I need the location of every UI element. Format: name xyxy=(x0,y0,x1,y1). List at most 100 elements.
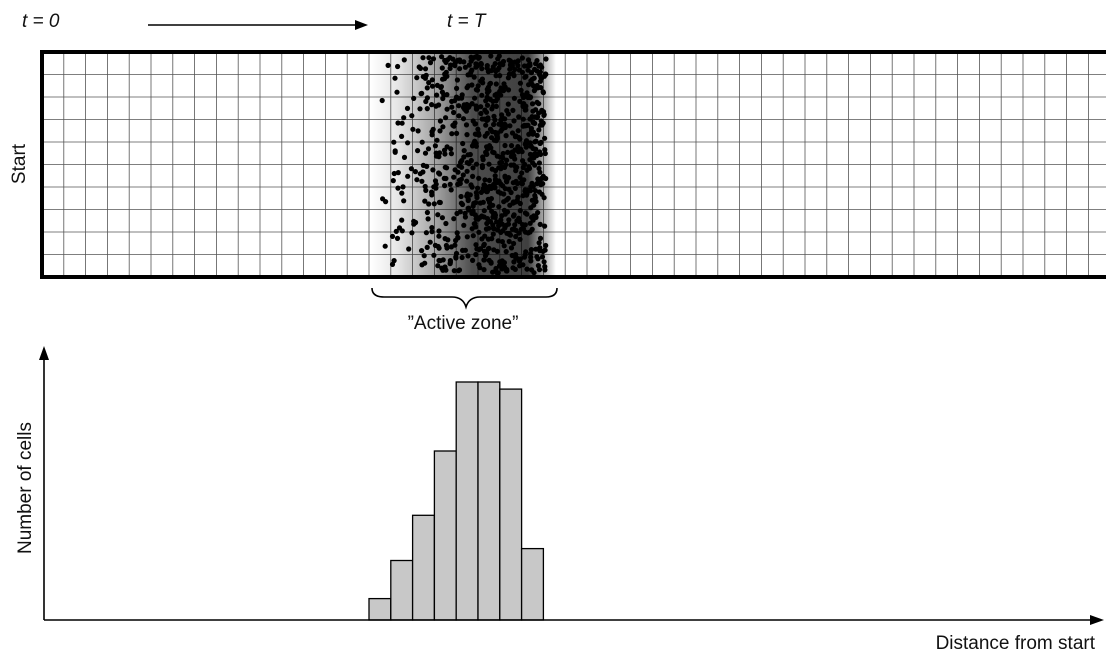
cell-dot xyxy=(525,63,531,69)
cell-dot xyxy=(406,246,412,252)
cell-dot xyxy=(500,116,506,122)
cell-dot xyxy=(486,225,492,231)
cell-dot xyxy=(385,62,391,68)
cell-dot xyxy=(481,214,487,220)
cell-dot xyxy=(437,128,443,134)
cell-dot xyxy=(424,163,430,169)
cell-dots xyxy=(379,53,549,276)
cell-dot xyxy=(530,129,537,135)
cell-dot xyxy=(508,143,515,149)
cell-dot xyxy=(532,197,538,203)
cell-dot xyxy=(415,148,421,154)
cell-dot xyxy=(460,140,466,147)
cell-dot xyxy=(379,97,385,104)
cell-dot xyxy=(464,168,470,174)
cell-dot xyxy=(440,257,446,263)
cell-dot xyxy=(531,88,538,94)
cell-dot xyxy=(528,184,534,190)
cell-dot xyxy=(497,61,503,67)
cell-dot xyxy=(501,199,507,205)
cell-dot xyxy=(432,143,438,149)
cell-dot xyxy=(399,190,405,196)
cell-dot xyxy=(494,219,500,225)
cell-dot xyxy=(455,169,461,175)
cell-dot xyxy=(459,164,465,170)
cell-dot xyxy=(486,177,492,183)
cell-dot xyxy=(447,181,453,187)
cell-dot xyxy=(463,122,470,128)
histogram-bar xyxy=(499,388,523,621)
cell-dot xyxy=(519,170,525,176)
cell-dot xyxy=(419,178,425,184)
cell-dot xyxy=(443,220,449,227)
cell-dot xyxy=(469,56,475,62)
cell-dot xyxy=(487,126,494,132)
cell-dot xyxy=(436,170,442,176)
cell-dot xyxy=(532,162,538,168)
cell-dot xyxy=(456,113,462,119)
cell-dot xyxy=(475,130,482,136)
cell-dot xyxy=(409,230,415,236)
cell-dot xyxy=(483,109,490,115)
cell-dot xyxy=(390,178,396,184)
cell-dot xyxy=(515,128,521,134)
cell-dot xyxy=(439,65,445,71)
cell-dot xyxy=(453,94,460,100)
cell-dot xyxy=(447,55,453,61)
cell-dot xyxy=(529,153,535,159)
cell-dot xyxy=(427,239,433,245)
cell-dot xyxy=(423,187,429,193)
cell-dot xyxy=(476,247,482,253)
cell-dot xyxy=(534,68,540,74)
cell-dot xyxy=(435,243,441,250)
cell-dot xyxy=(465,205,471,211)
cell-dot xyxy=(523,138,530,144)
cell-dot xyxy=(473,251,479,258)
cell-dot xyxy=(519,92,526,98)
cell-dot xyxy=(507,202,513,208)
cell-dot xyxy=(520,193,526,199)
cell-dot xyxy=(538,139,544,145)
cell-dot xyxy=(479,76,485,82)
cell-dot xyxy=(474,192,480,199)
cell-dot xyxy=(488,53,494,59)
cell-dot xyxy=(410,126,416,132)
cell-dot xyxy=(457,209,463,215)
cell-dot xyxy=(441,175,447,181)
cell-dot xyxy=(520,164,526,171)
cell-dot xyxy=(489,135,495,141)
cell-dot xyxy=(496,179,502,185)
active-zone-brace xyxy=(371,287,558,310)
cell-dot xyxy=(470,165,476,171)
cell-dot xyxy=(456,267,463,273)
cell-dot xyxy=(389,233,396,239)
cell-dot xyxy=(491,150,497,156)
cell-dot xyxy=(529,76,535,82)
cell-dot xyxy=(484,188,490,195)
cell-dot xyxy=(468,182,474,188)
cell-dot xyxy=(519,55,526,61)
cell-dot xyxy=(487,96,493,102)
cell-dot xyxy=(456,103,462,109)
cell-dot xyxy=(484,102,491,108)
cell-dot xyxy=(499,239,505,245)
cell-dot xyxy=(536,240,542,246)
cell-dot xyxy=(432,178,439,184)
cell-dot xyxy=(459,92,465,98)
cell-dot xyxy=(500,150,506,157)
cell-dot xyxy=(491,181,497,188)
cell-dot xyxy=(475,185,481,191)
cell-dot xyxy=(394,89,400,95)
cell-dot xyxy=(528,258,534,264)
cell-dot xyxy=(395,170,401,176)
cell-dot xyxy=(470,203,476,209)
cell-dot xyxy=(395,120,401,126)
cell-dot xyxy=(438,84,444,90)
cell-dot xyxy=(433,153,440,159)
cell-dot xyxy=(433,103,439,109)
cell-dot xyxy=(542,71,549,77)
cell-dot xyxy=(541,259,547,265)
cell-dot xyxy=(509,130,516,136)
time-start-label: t = 0 xyxy=(22,11,60,32)
cell-dot xyxy=(511,212,517,218)
